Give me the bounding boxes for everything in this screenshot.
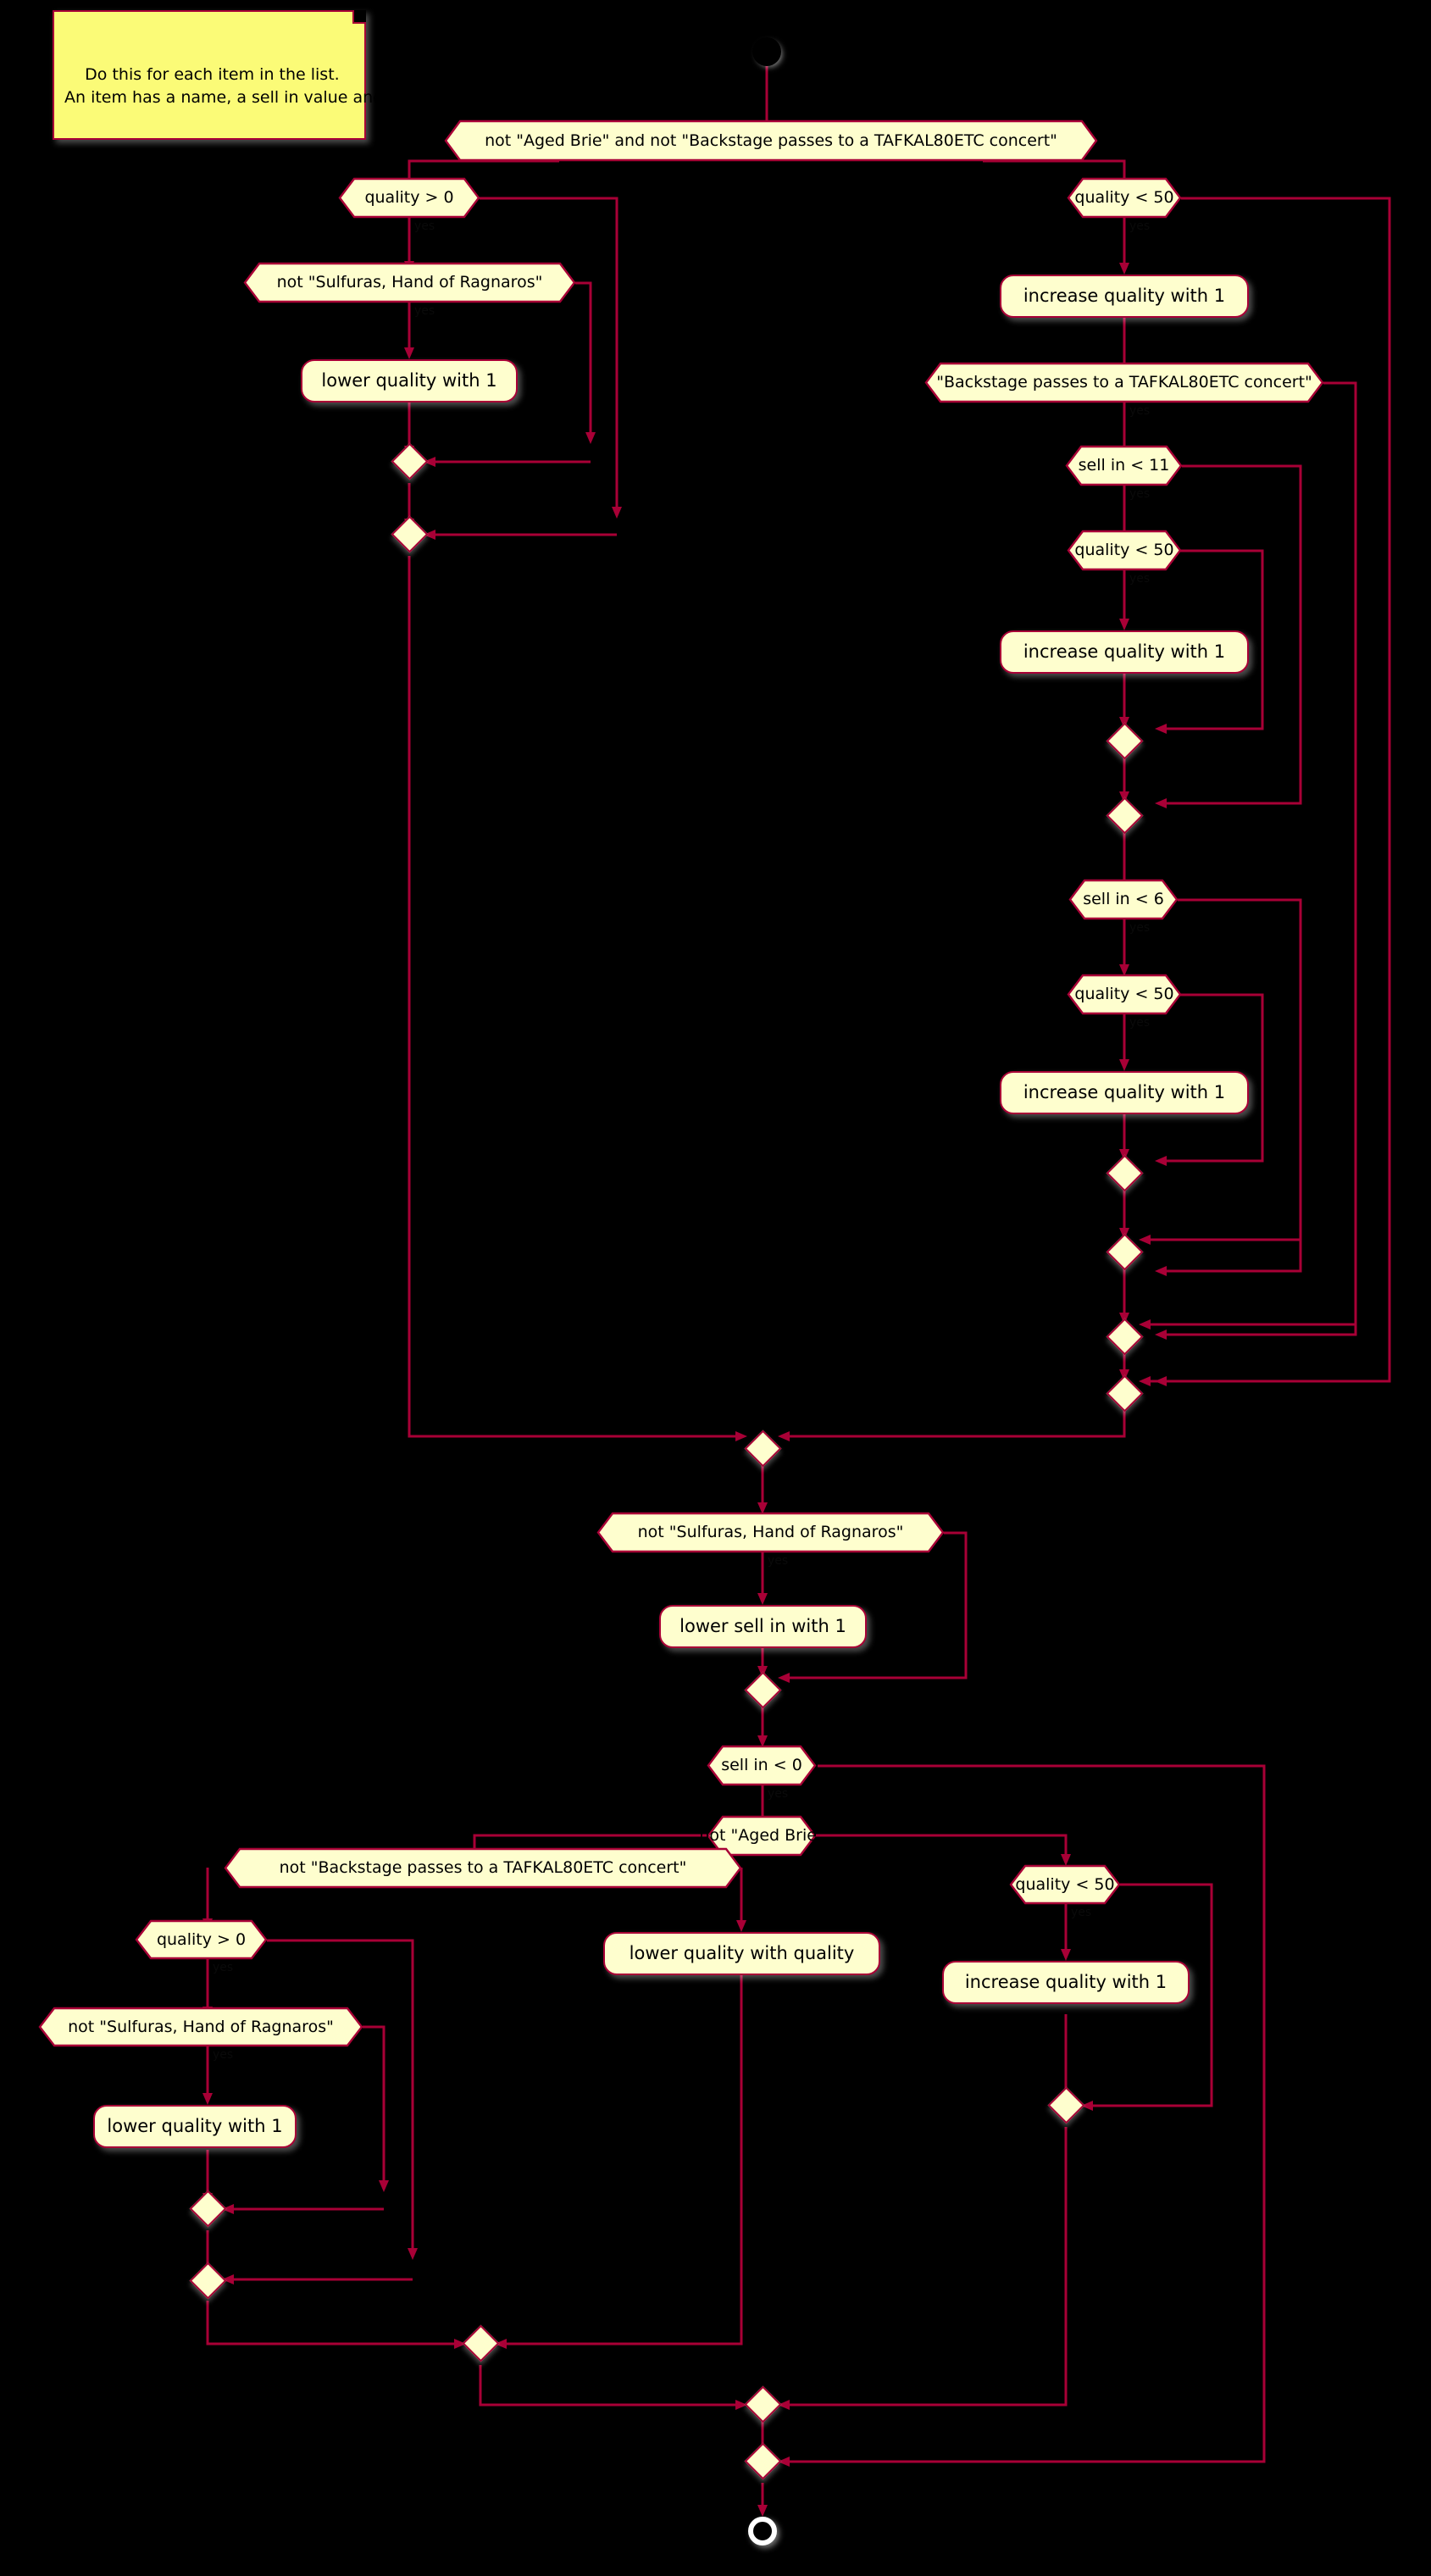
end-node xyxy=(748,2517,777,2545)
condition-label: quality < 50 xyxy=(1074,541,1174,559)
condition-not-aged-brie-and-not-backstage[interactable]: not "Aged Brie" and not "Backstage passe… xyxy=(444,119,1098,162)
branch-label-yes: yes xyxy=(414,304,435,318)
merge-node xyxy=(744,1671,782,1709)
activity-lower-quality-with-quality[interactable]: lower quality with quality xyxy=(603,1932,880,1975)
condition-label: not "Sulfuras, Hand of Ragnaros" xyxy=(637,1523,904,1541)
note-text: Do this for each item in the list. An it… xyxy=(64,65,508,107)
condition-quality-gt-0-b[interactable]: quality > 0 xyxy=(135,1919,268,1960)
condition-label: quality < 50 xyxy=(1074,985,1174,1003)
branch-label-yes: yes xyxy=(213,2048,234,2062)
diagram-note: Do this for each item in the list. An it… xyxy=(53,10,508,141)
branch-label-yes: yes xyxy=(1129,219,1151,233)
note-fold-corner xyxy=(352,10,366,24)
activity-increase-quality-with-1-a[interactable]: increase quality with 1 xyxy=(1000,275,1249,318)
condition-label: sell in < 0 xyxy=(721,1756,802,1774)
activity-label: lower quality with 1 xyxy=(107,2116,283,2136)
condition-label: not "Sulfuras, Hand of Ragnaros" xyxy=(68,2017,334,2036)
condition-label: not "Aged Brie" xyxy=(699,1826,824,1845)
condition-label: not "Aged Brie" and not "Backstage passe… xyxy=(485,130,1057,150)
condition-not-aged-brie[interactable]: not "Aged Brie" xyxy=(699,1815,824,1857)
condition-label: quality < 50 xyxy=(1015,1874,1115,1894)
condition-quality-lt-50-a[interactable]: quality < 50 xyxy=(1067,177,1182,219)
merge-node xyxy=(189,2262,227,2300)
merge-node xyxy=(1106,1318,1144,1356)
condition-label: quality > 0 xyxy=(156,1929,247,1949)
condition-label: sell in < 11 xyxy=(1078,456,1170,475)
activity-label: increase quality with 1 xyxy=(1023,641,1226,662)
condition-sell-in-lt-6[interactable]: sell in < 6 xyxy=(1068,879,1179,920)
merge-node xyxy=(1106,1154,1144,1192)
branch-label-yes: yes xyxy=(1071,1906,1092,1919)
branch-label-yes: yes xyxy=(1129,921,1151,935)
condition-not-backstage-passes[interactable]: not "Backstage passes to a TAFKAL80ETC c… xyxy=(224,1847,742,1889)
condition-quality-lt-50-d[interactable]: quality < 50 xyxy=(1009,1864,1121,1905)
condition-backstage-passes[interactable]: "Backstage passes to a TAFKAL80ETC conce… xyxy=(924,362,1324,403)
activity-lower-sell-in-with-1[interactable]: lower sell in with 1 xyxy=(659,1605,867,1648)
start-node xyxy=(754,39,779,64)
activity-label: lower sell in with 1 xyxy=(679,1616,846,1636)
condition-quality-lt-50-c[interactable]: quality < 50 xyxy=(1067,974,1182,1015)
condition-label: not "Sulfuras, Hand of Ragnaros" xyxy=(276,273,543,291)
branch-label-yes: yes xyxy=(1129,404,1151,418)
activity-lower-quality-with-1-a[interactable]: lower quality with 1 xyxy=(301,359,518,402)
branch-label-yes: yes xyxy=(213,1961,234,1974)
merge-node xyxy=(1106,797,1144,835)
activity-increase-quality-with-1-b[interactable]: increase quality with 1 xyxy=(1000,630,1249,674)
branch-label-yes: yes xyxy=(768,1554,789,1568)
branch-label-yes: yes xyxy=(1129,487,1151,501)
merge-node xyxy=(744,2385,782,2423)
condition-not-sulfuras-a[interactable]: not "Sulfuras, Hand of Ragnaros" xyxy=(243,262,576,303)
merge-node xyxy=(189,2190,227,2228)
merge-node xyxy=(744,2442,782,2480)
merge-node xyxy=(1106,1233,1144,1271)
branch-label-yes: yes xyxy=(1129,1016,1151,1030)
activity-label: lower quality with 1 xyxy=(321,370,497,391)
condition-sell-in-lt-0[interactable]: sell in < 0 xyxy=(707,1745,817,1786)
condition-quality-lt-50-b[interactable]: quality < 50 xyxy=(1067,530,1182,571)
condition-sell-in-lt-11[interactable]: sell in < 11 xyxy=(1065,445,1183,486)
merge-node xyxy=(1047,2086,1085,2124)
merge-node xyxy=(1106,1374,1144,1413)
merge-node xyxy=(391,442,429,480)
condition-label: quality < 50 xyxy=(1074,188,1174,207)
condition-label: sell in < 6 xyxy=(1083,890,1164,908)
condition-not-sulfuras-c[interactable]: not "Sulfuras, Hand of Ragnaros" xyxy=(38,2007,363,2047)
merge-node xyxy=(391,515,429,553)
condition-not-sulfuras-b[interactable]: not "Sulfuras, Hand of Ragnaros" xyxy=(596,1512,945,1553)
activity-label: lower quality with quality xyxy=(629,1943,855,1963)
activity-lower-quality-with-1-b[interactable]: lower quality with 1 xyxy=(93,2105,297,2148)
branch-label-yes: yes xyxy=(1129,572,1151,586)
activity-label: increase quality with 1 xyxy=(1023,1082,1226,1102)
activity-increase-quality-with-1-d[interactable]: increase quality with 1 xyxy=(942,1961,1190,2004)
merge-node xyxy=(1106,722,1144,760)
condition-label: not "Backstage passes to a TAFKAL80ETC c… xyxy=(279,1858,687,1877)
branch-label-yes: yes xyxy=(414,219,435,233)
branch-label-yes: yes xyxy=(768,1787,789,1801)
activity-increase-quality-with-1-c[interactable]: increase quality with 1 xyxy=(1000,1071,1249,1114)
condition-label: quality > 0 xyxy=(364,188,454,207)
condition-label: "Backstage passes to a TAFKAL80ETC conce… xyxy=(936,373,1312,391)
merge-node xyxy=(462,2324,500,2362)
merge-node-main xyxy=(744,1430,782,1468)
activity-label: increase quality with 1 xyxy=(964,1972,1168,1992)
condition-quality-gt-0-a[interactable]: quality > 0 xyxy=(338,177,480,219)
activity-label: increase quality with 1 xyxy=(1023,286,1226,306)
